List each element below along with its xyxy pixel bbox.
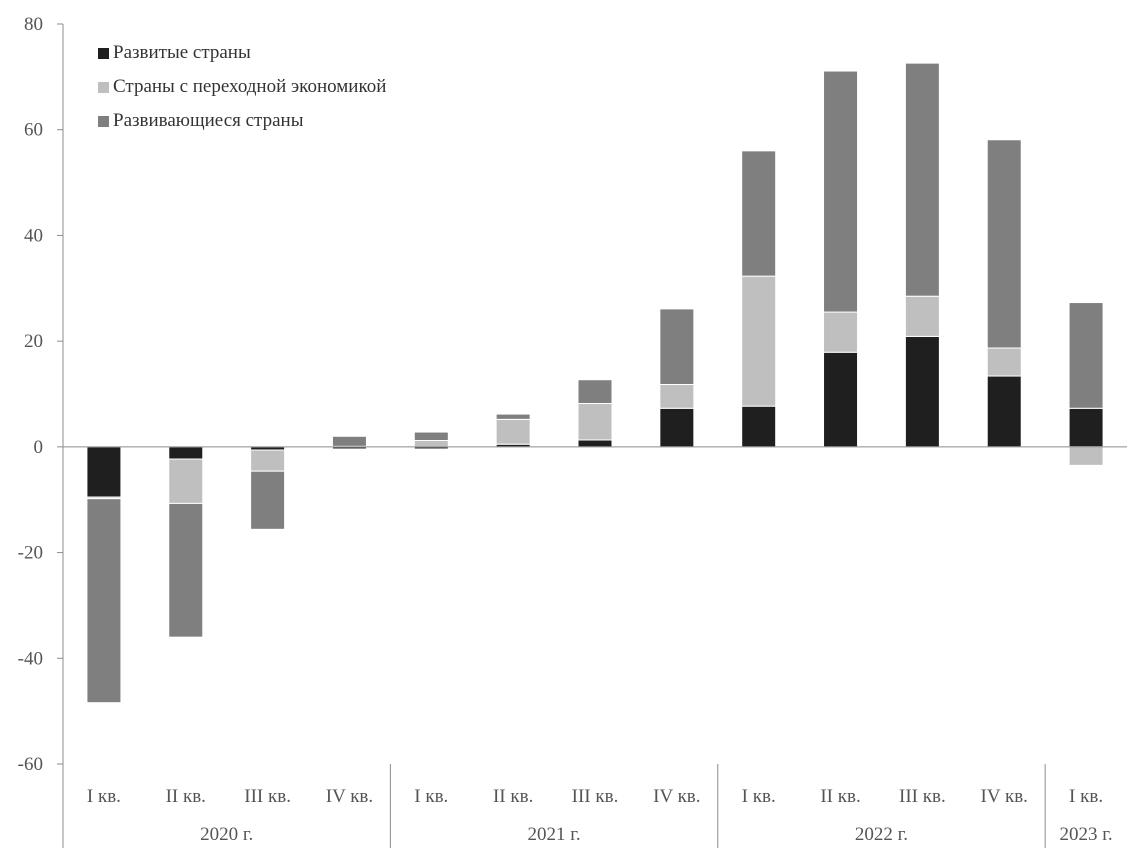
legend-label-3: Развивающиеся страны [113, 110, 304, 131]
bar-segment-2 [823, 311, 859, 353]
bars-layer [86, 62, 1104, 704]
bar-segment-3 [986, 139, 1022, 349]
legend-label-1: Развитые страны [113, 42, 251, 63]
bar-segment-1 [986, 375, 1022, 448]
bar-segment-2 [577, 403, 613, 441]
bar-segment-1 [823, 351, 859, 448]
bar-segment-3 [823, 70, 859, 313]
x-tick-label: IV кв. [653, 786, 700, 807]
bar-segment-2 [741, 275, 777, 407]
bar-segment-2 [1068, 446, 1104, 466]
bar-segment-2 [659, 383, 695, 409]
bar-segment-3 [250, 470, 286, 530]
bar-segment-3 [659, 308, 695, 385]
x-tick-label: I кв. [87, 786, 121, 807]
y-tick-label: 60 [24, 120, 43, 141]
bar-segment-2 [904, 295, 940, 337]
x-tick-label: I кв. [742, 786, 776, 807]
x-tick-label: III кв. [572, 786, 619, 807]
x-tick-label: II кв. [493, 786, 533, 807]
bar-segment-3 [904, 62, 940, 297]
x-tick-label: II кв. [166, 786, 206, 807]
bar-segment-2 [986, 347, 1022, 377]
bar-segment-1 [86, 446, 122, 498]
bar-segment-1 [577, 439, 613, 448]
bar-segment-3 [1068, 302, 1104, 409]
axes-layer [57, 23, 1127, 848]
x-tick-label: III кв. [244, 786, 291, 807]
bar-segment-3 [741, 150, 777, 277]
bar-segment-3 [331, 435, 367, 447]
bar-segment-1 [741, 405, 777, 448]
x-tick-label: I кв. [1069, 786, 1103, 807]
y-tick-label: 80 [24, 14, 43, 35]
x-tick-label: II кв. [820, 786, 860, 807]
x-tick-label: I кв. [414, 786, 448, 807]
legend-swatch-3 [98, 116, 109, 127]
y-tick-label: 20 [24, 331, 43, 352]
bar-segment-2 [250, 449, 286, 472]
bar-segment-3 [86, 498, 122, 704]
x-tick-label: III кв. [899, 786, 946, 807]
bar-segment-2 [495, 418, 531, 445]
bar-segment-1 [659, 407, 695, 448]
bar-segment-1 [904, 335, 940, 448]
bar-segment-3 [495, 413, 531, 420]
x-tick-label: IV кв. [326, 786, 373, 807]
y-tick-label: 0 [34, 437, 44, 458]
y-tick-label: 40 [24, 225, 43, 246]
bar-segment-3 [577, 379, 613, 405]
group-label: 2021 г. [527, 824, 580, 845]
legend-label-2: Страны с переходной экономикой [113, 76, 386, 97]
bar-segment-2 [168, 458, 204, 504]
bar-segment-1 [168, 446, 204, 460]
bar-segment-1 [1068, 407, 1104, 448]
legend-swatch-1 [98, 48, 109, 59]
legend-swatch-2 [98, 82, 109, 93]
group-label: 2023 г. [1059, 824, 1112, 845]
bar-segment-3 [413, 431, 449, 442]
y-tick-label: -40 [18, 648, 43, 669]
x-tick-label: IV кв. [981, 786, 1028, 807]
group-label: 2022 г. [855, 824, 908, 845]
bar-segment-2 [413, 440, 449, 448]
bar-segment-3 [168, 502, 204, 638]
group-label: 2020 г. [200, 824, 253, 845]
legend: Развитые страны Страны с переходной эконо… [98, 42, 386, 131]
labels-layer: -60 -40 -20 0 20 40 60 80 I кв. II кв. III кв. IV к… [18, 14, 1113, 845]
y-tick-label: -20 [18, 543, 43, 564]
y-tick-label: -60 [18, 754, 43, 775]
